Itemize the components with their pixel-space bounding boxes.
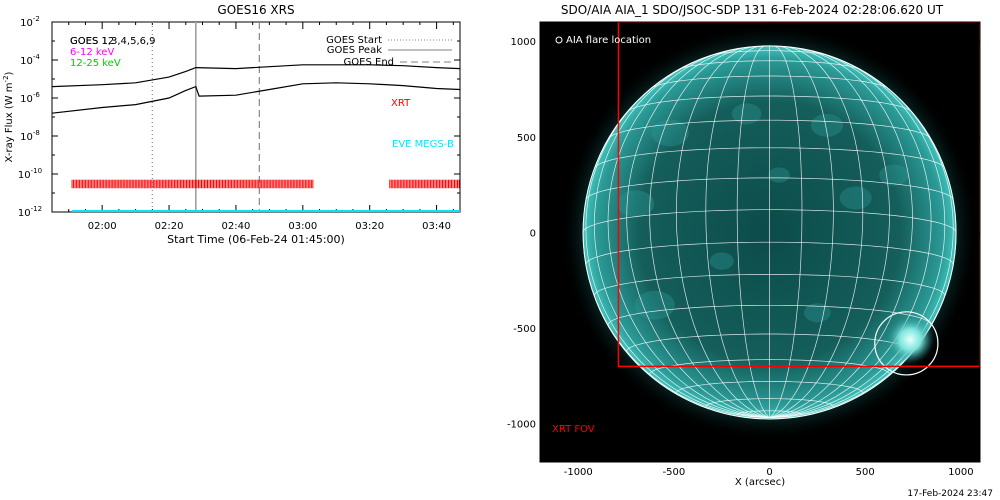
legend-goes-peak: GOES Peak <box>327 45 382 56</box>
aia-x-tick-label: -1000 <box>564 467 593 478</box>
active-region-patch <box>768 167 790 183</box>
solar-limb <box>582 45 957 420</box>
legend-goes-start: GOES Start <box>326 35 382 46</box>
goes-x-tick-label: 02:20 <box>155 221 184 232</box>
aia-flare-legend-label: AIA flare location <box>566 35 651 46</box>
aia-x-tick-label: -500 <box>663 467 686 478</box>
aia-y-tick-label: -1000 <box>507 420 536 431</box>
xrt-fov-label: XRT FOV <box>552 424 595 435</box>
active-region-patch <box>731 103 762 125</box>
longitude-line <box>769 45 834 418</box>
longitude-line <box>585 80 770 418</box>
active-region-patch <box>709 252 734 270</box>
goes-y-tick-label: 10-12 <box>18 205 42 219</box>
xrt-annotation: XRT <box>391 98 411 109</box>
eve-annotation: EVE MEGS-B <box>392 139 454 150</box>
goes-y-tick-label: 10-8 <box>20 129 40 143</box>
goes-y-tick-label: 10-4 <box>20 53 40 67</box>
aia-x-tick-label: 0 <box>766 467 772 478</box>
active-region-patch <box>879 164 909 186</box>
aia-x-tick-label: 500 <box>856 467 875 478</box>
aia-x-tick-label: 1000 <box>948 467 973 478</box>
goes-y-axis-label: X-ray Flux (W m-2) <box>2 71 15 162</box>
longitude-line <box>626 47 770 418</box>
longitude-line <box>675 46 770 418</box>
goes-x-axis-label: Start Time (06-Feb-24 01:45:00) <box>167 233 345 246</box>
longitude-line <box>736 45 770 418</box>
aia-plot-frame <box>539 21 981 463</box>
goes-y-tick-label: 10-10 <box>18 167 42 181</box>
flare-brightening <box>886 315 934 364</box>
goes-short-channel-line <box>52 82 460 114</box>
aia-y-tick-label: -500 <box>513 324 536 335</box>
longitude-line <box>769 80 954 418</box>
legend-goes-12: GOES 12 <box>70 36 114 47</box>
active-region-patch <box>804 303 831 323</box>
goes-x-tick-label: 02:00 <box>88 221 117 232</box>
active-region-patch <box>810 113 844 137</box>
longitude-line <box>593 56 770 418</box>
aia-y-tick-label: 500 <box>517 133 536 144</box>
legend-goes-old: GOES 1,3,4,5,6,9 <box>70 36 156 47</box>
aia-y-tick-label: 1000 <box>511 37 536 48</box>
goes-long-channel-line <box>52 64 460 88</box>
aia-flare-location-circle <box>874 311 939 376</box>
longitude-line <box>769 46 864 418</box>
active-region-patch <box>839 186 872 210</box>
goes-left-legend: GOES 1,3,4,5,6,9 GOES 12 6-12 keV 12-25 … <box>70 36 156 69</box>
goes-x-tick-label: 03:20 <box>355 221 384 232</box>
longitude-line <box>649 47 770 418</box>
goes-x-tick-label: 03:40 <box>422 221 451 232</box>
goes-title: GOES16 XRS <box>217 3 294 17</box>
legend-goes-end: GOES End <box>344 57 394 68</box>
longitude-line <box>769 50 932 418</box>
goes-y-tick-label: 10-2 <box>20 15 40 29</box>
active-region-patch <box>634 290 675 320</box>
aia-y-tick-label: 0 <box>530 228 536 239</box>
goes-x-tick-label: 02:40 <box>222 221 251 232</box>
longitude-line <box>769 45 803 418</box>
longitude-line <box>607 50 770 418</box>
aia-flare-legend-symbol <box>555 36 563 44</box>
goes-x-tick-label: 03:00 <box>288 221 317 232</box>
footer-timestamp: 17-Feb-2024 23:47 <box>907 489 993 499</box>
longitude-line <box>769 47 890 418</box>
goes-y-tick-label: 10-6 <box>20 91 40 105</box>
eve-megs-b-coverage-bar <box>72 210 460 212</box>
goes-xrs-panel: GOES16 XRS 10-2 10-4 10-6 10-8 10-10 10-12 02… <box>2 3 461 246</box>
aia-x-axis-label: X (arcsec) <box>735 477 785 488</box>
active-region-patch <box>616 190 655 218</box>
longitude-line <box>705 45 770 418</box>
aia-title: SDO/AIA AIA_1 SDO/JSOC-SDP 131 6-Feb-202… <box>561 3 944 17</box>
longitude-line <box>769 56 946 418</box>
aia-image-panel: SDO/AIA AIA_1 SDO/JSOC-SDP 131 6-Feb-202… <box>507 3 981 488</box>
legend-6-12-kev: 6-12 keV <box>70 47 114 58</box>
heliographic-grid <box>582 45 957 420</box>
goes-event-legend: GOES Start GOES Peak GOES End <box>326 35 452 68</box>
legend-12-25-kev: 12-25 keV <box>70 58 121 69</box>
longitude-line <box>769 47 913 418</box>
